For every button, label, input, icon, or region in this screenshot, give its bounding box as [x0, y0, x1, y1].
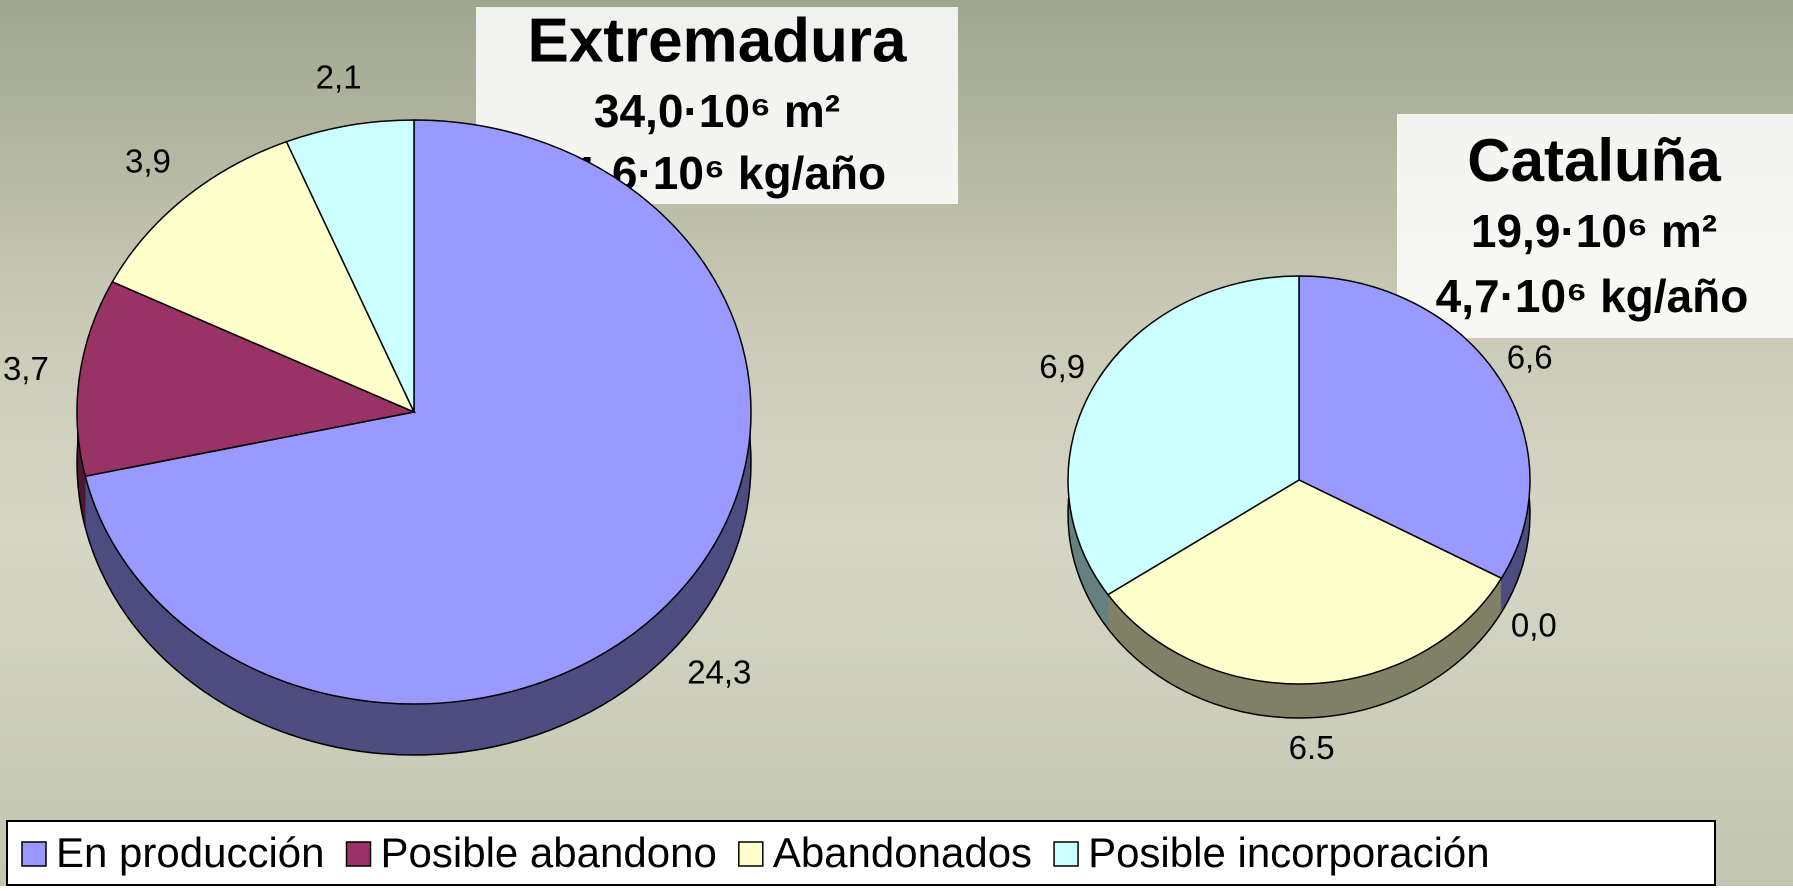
- data-label: 24,3: [687, 653, 751, 690]
- legend-label: Posible abandono: [381, 829, 717, 876]
- chart: Extremadura 34,0·10⁶ m² 21,6·10⁶ kg/año …: [0, 0, 1793, 886]
- legend-label: Posible incorporación: [1088, 829, 1490, 876]
- legend-swatch: [739, 842, 763, 866]
- data-label: 6,6: [1507, 338, 1553, 375]
- legend-label: En producción: [56, 829, 325, 876]
- data-label: 3,9: [125, 143, 171, 180]
- chart-title: Cataluña: [1467, 127, 1721, 194]
- legend-swatch: [1054, 842, 1078, 866]
- chart-subtitle: 34,0·10⁶ m²: [594, 85, 840, 137]
- data-label: 2,1: [316, 58, 362, 95]
- data-label: 6.5: [1289, 729, 1335, 766]
- data-label: 0,0: [1511, 607, 1557, 644]
- data-label: 6,9: [1039, 348, 1085, 385]
- legend-label: Abandonados: [773, 829, 1032, 876]
- data-label: 3,7: [3, 350, 49, 387]
- chart-title: Extremadura: [527, 6, 907, 75]
- chart-subtitle: 19,9·10⁶ m²: [1471, 205, 1717, 257]
- page: Extremadura 34,0·10⁶ m² 21,6·10⁶ kg/año …: [0, 0, 1793, 886]
- legend-swatch: [22, 842, 46, 866]
- chart-subtitle: 4,7·10⁶ kg/año: [1436, 270, 1749, 322]
- legend-swatch: [347, 842, 371, 866]
